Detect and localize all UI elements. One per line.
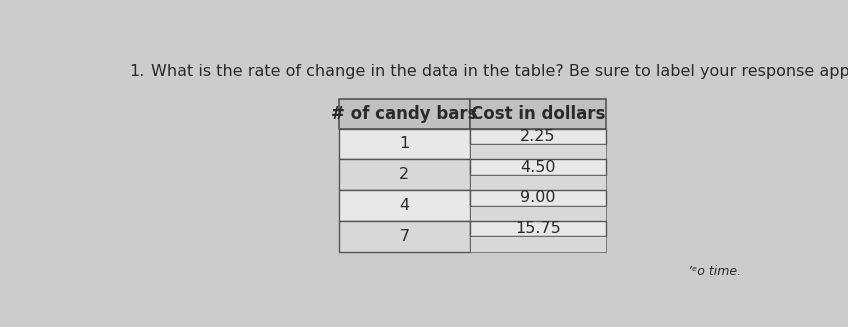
Text: What is the rate of change in the data in the table? Be sure to label your respo: What is the rate of change in the data i… xyxy=(151,64,848,79)
Bar xyxy=(471,144,605,159)
Text: 2.25: 2.25 xyxy=(521,129,555,144)
Text: 1.: 1. xyxy=(129,64,145,79)
Text: # of candy bars: # of candy bars xyxy=(331,105,477,123)
Text: 4.50: 4.50 xyxy=(521,160,555,175)
Bar xyxy=(471,175,605,190)
Bar xyxy=(471,190,605,206)
Bar xyxy=(338,99,471,129)
Text: 9.00: 9.00 xyxy=(521,190,555,205)
Text: Cost in dollars: Cost in dollars xyxy=(471,105,605,123)
Bar xyxy=(338,190,471,221)
Text: ’ᵉo time.: ’ᵉo time. xyxy=(689,265,741,278)
Text: 2: 2 xyxy=(399,167,410,182)
Text: 4: 4 xyxy=(399,198,410,213)
Bar xyxy=(338,221,471,252)
Text: 1: 1 xyxy=(399,136,410,151)
Bar xyxy=(338,159,471,190)
Bar xyxy=(471,159,605,175)
Bar xyxy=(471,99,605,129)
Text: 7: 7 xyxy=(399,229,410,244)
Bar xyxy=(471,206,605,221)
Bar xyxy=(471,129,605,144)
Text: 15.75: 15.75 xyxy=(516,221,561,236)
Bar xyxy=(338,129,471,159)
Bar xyxy=(471,236,605,252)
Bar xyxy=(471,221,605,236)
